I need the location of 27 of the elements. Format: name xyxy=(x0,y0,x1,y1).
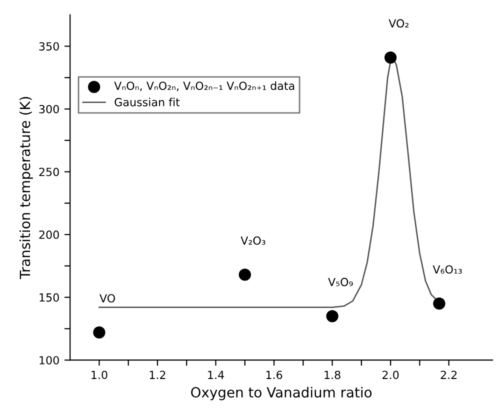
y-tick-label: 350 xyxy=(39,42,59,51)
x-tick-label: 1.4 xyxy=(208,370,224,379)
point xyxy=(384,51,397,64)
y-tick-label: 100 xyxy=(40,356,59,364)
annotation: V₅O₉ xyxy=(328,278,353,286)
x-tick-label: 1.8 xyxy=(324,370,340,380)
legend-label: Gaussian fit xyxy=(114,98,180,106)
y-tick-label: 200 xyxy=(39,230,59,239)
annotation: V₂O₃ xyxy=(240,236,266,245)
x-axis-title: Oxygen to Vanadium ratio xyxy=(191,386,372,400)
annotation: V₆O₁₃ xyxy=(432,265,462,274)
point xyxy=(238,268,251,281)
x-tick-label: 1.2 xyxy=(150,370,166,379)
point xyxy=(93,326,106,339)
x-tick-label: 2.2 xyxy=(440,370,457,379)
y-tick-label: 300 xyxy=(39,104,59,114)
legend-label: VₙOₙ, VₙO₂ₙ, VₙO₂ₙ₋₁ VₙO₂ₙ₊₁ data xyxy=(114,81,294,92)
y-axis-title: Transition temperature (K) xyxy=(19,97,33,280)
y-tick-label: 250 xyxy=(39,168,59,176)
annotation: VO xyxy=(100,294,115,303)
y-tick-label: 150 xyxy=(40,293,59,302)
annotation: VO₂ xyxy=(388,19,408,28)
point xyxy=(433,298,446,310)
x-tick-label: 1.0 xyxy=(92,370,108,380)
x-tick-label: 1.6 xyxy=(266,370,282,380)
point xyxy=(326,310,338,322)
x-tick-label: 2.0 xyxy=(382,370,399,380)
